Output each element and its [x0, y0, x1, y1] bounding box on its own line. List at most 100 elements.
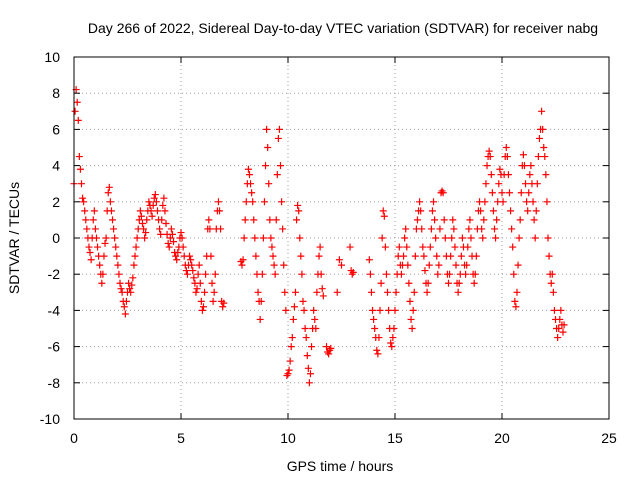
data-point	[302, 334, 310, 342]
data-point	[220, 299, 228, 307]
data-point	[439, 189, 447, 197]
data-point	[387, 339, 395, 347]
y-tick-label: 2	[52, 194, 60, 210]
data-point	[458, 234, 466, 242]
data-point	[547, 279, 555, 287]
data-point	[86, 248, 94, 256]
data-point	[183, 270, 191, 278]
data-point	[436, 225, 444, 233]
data-point	[420, 252, 428, 260]
data-point	[485, 147, 493, 155]
data-point	[389, 334, 397, 342]
data-point	[161, 207, 169, 215]
data-point	[257, 297, 265, 305]
data-point	[430, 198, 438, 206]
data-point	[245, 171, 253, 179]
data-point	[487, 171, 495, 179]
data-point	[273, 171, 281, 179]
data-point	[296, 234, 304, 242]
data-point	[540, 144, 548, 151]
data-point	[427, 225, 435, 233]
data-point	[129, 274, 137, 282]
data-point	[477, 207, 485, 215]
data-point	[483, 162, 491, 170]
data-point	[316, 243, 324, 251]
data-point	[505, 189, 513, 197]
data-point	[367, 288, 375, 296]
data-point	[122, 297, 130, 305]
data-point	[495, 180, 503, 188]
data-point	[333, 288, 341, 296]
data-point	[306, 370, 314, 378]
data-point	[313, 288, 321, 296]
data-point	[555, 325, 563, 332]
data-point	[481, 198, 489, 206]
data-point	[530, 216, 538, 224]
data-point	[127, 288, 135, 296]
data-point	[392, 288, 400, 296]
data-point	[464, 243, 472, 251]
data-point	[112, 243, 120, 251]
data-point	[451, 243, 459, 251]
data-point	[248, 189, 256, 197]
data-point	[532, 207, 540, 215]
data-point	[310, 306, 318, 314]
data-point	[270, 261, 278, 269]
data-point	[463, 261, 471, 269]
data-point	[263, 125, 271, 133]
data-point	[510, 270, 518, 278]
data-point	[239, 256, 247, 264]
data-point	[499, 198, 507, 206]
data-point	[151, 191, 159, 199]
data-point	[548, 270, 556, 278]
data-point	[526, 171, 534, 179]
data-point	[105, 183, 113, 191]
data-point	[73, 98, 81, 106]
data-point	[214, 198, 222, 206]
data-point	[121, 310, 129, 318]
x-axis-label: GPS time / hours	[287, 458, 394, 474]
data-point	[418, 225, 426, 233]
data-point	[193, 285, 201, 293]
data-point	[258, 270, 266, 278]
data-point	[441, 234, 449, 242]
data-point	[349, 268, 357, 276]
data-point	[299, 297, 307, 305]
x-tick-label: 0	[70, 430, 78, 446]
data-point	[110, 225, 118, 233]
data-point	[554, 334, 562, 342]
data-point	[379, 207, 387, 215]
x-tick-label: 15	[387, 430, 403, 446]
data-point	[262, 162, 270, 170]
data-point	[376, 306, 384, 314]
data-point	[85, 243, 93, 251]
data-point	[247, 180, 255, 188]
data-point	[388, 343, 396, 351]
data-point	[156, 225, 164, 233]
data-point	[556, 315, 564, 323]
data-point	[478, 225, 486, 233]
data-point	[431, 216, 439, 224]
data-point	[145, 198, 153, 206]
y-tick-label: -10	[40, 411, 60, 427]
data-point	[199, 303, 207, 311]
y-tick-label: 8	[52, 85, 60, 101]
data-point	[300, 306, 308, 314]
data-point	[502, 144, 510, 151]
data-point	[135, 216, 143, 224]
y-tick-label: -8	[48, 375, 61, 391]
data-point	[128, 281, 136, 289]
data-point	[428, 207, 436, 215]
data-point	[82, 216, 90, 224]
data-point	[259, 234, 267, 242]
data-point	[205, 216, 213, 224]
data-point	[449, 216, 457, 224]
data-point	[162, 220, 170, 228]
data-point	[519, 151, 527, 159]
data-point	[496, 165, 504, 173]
data-point	[560, 321, 568, 329]
data-point	[503, 153, 511, 161]
data-point	[173, 256, 181, 264]
data-point	[426, 243, 434, 251]
